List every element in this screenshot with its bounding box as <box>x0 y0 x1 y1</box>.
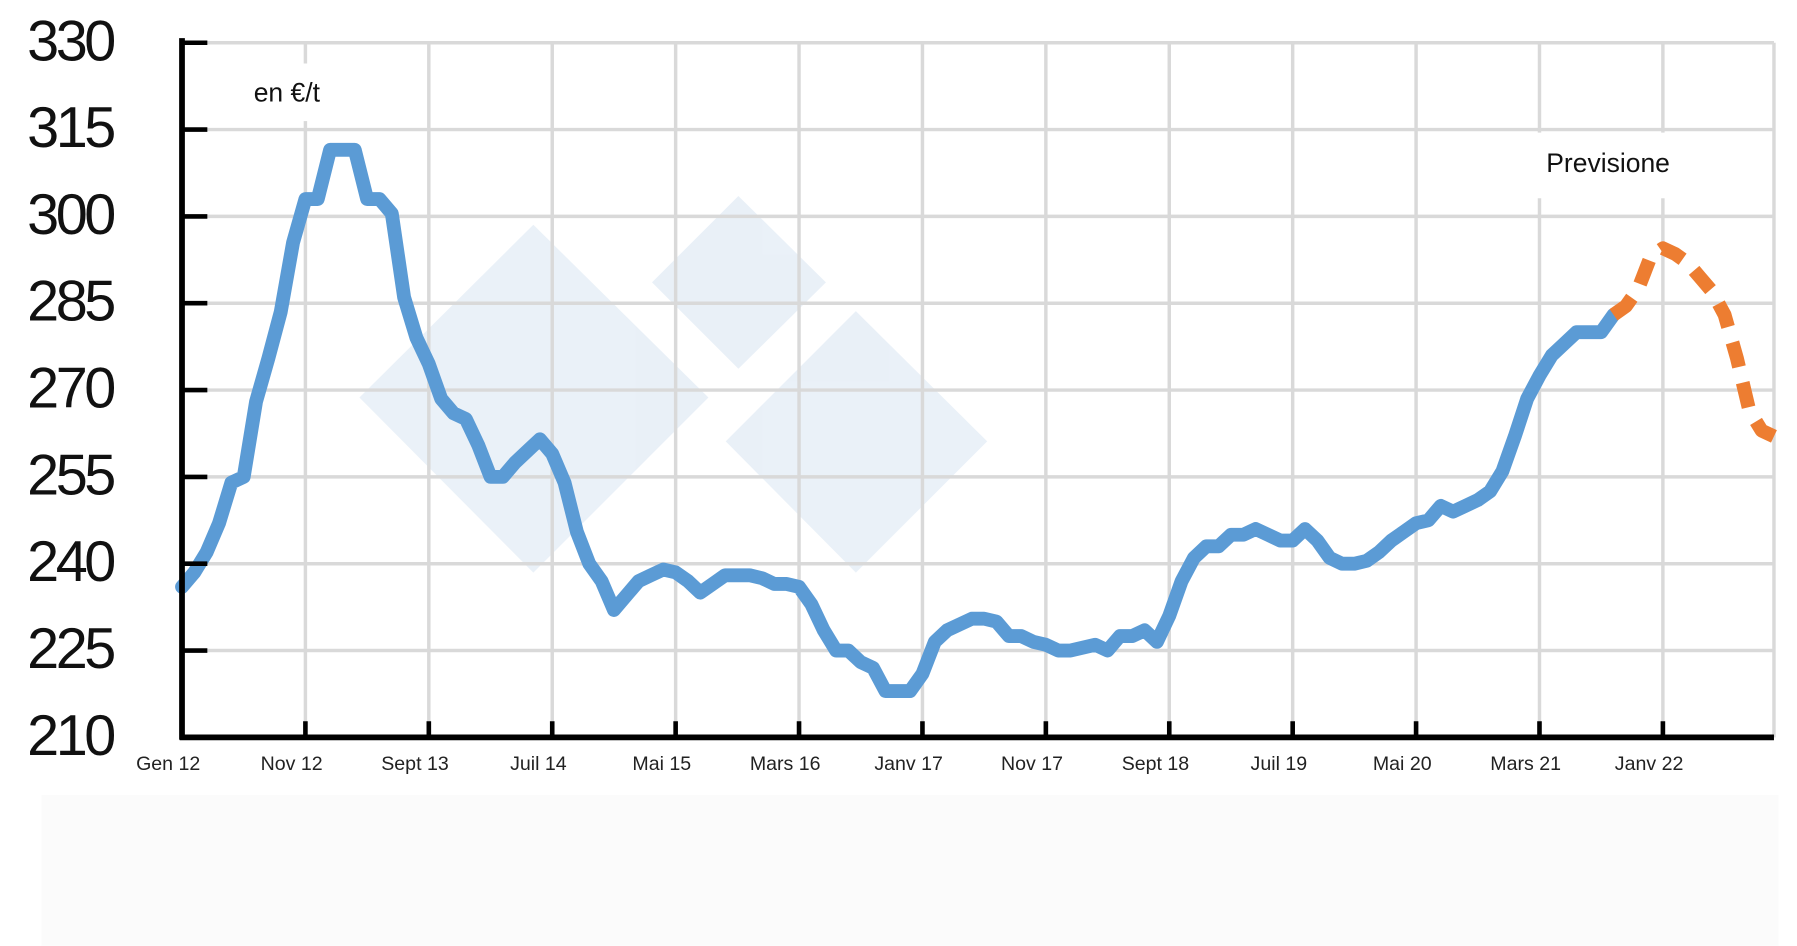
annotation-box <box>207 63 363 122</box>
x-tick-label: Nov 12 <box>261 753 323 775</box>
x-tick-label: Janv 17 <box>874 753 943 775</box>
y-tick-label: 315 <box>27 96 114 160</box>
y-tick-label: 270 <box>27 357 114 421</box>
x-tick-label: Janv 22 <box>1615 753 1684 775</box>
line-series <box>1609 241 1777 443</box>
y-tick-label: 240 <box>27 530 114 594</box>
watermark-diamond <box>651 195 826 369</box>
x-tick-label: Sept 13 <box>381 753 449 775</box>
y-tick-label: 285 <box>27 270 114 334</box>
unit-annotation: en €/t <box>254 78 321 108</box>
x-tick-label: Gen 12 <box>136 753 200 775</box>
x-tick-label: Nov 17 <box>1001 753 1063 775</box>
x-tick-label: Juil 19 <box>1251 753 1308 775</box>
x-tick-label: Mai 20 <box>1373 753 1432 775</box>
x-tick-label: Mars 16 <box>750 753 821 775</box>
x-tick-label: Sept 18 <box>1122 753 1190 775</box>
line-series <box>175 142 1621 698</box>
plot <box>175 142 1777 698</box>
watermark-diamond <box>359 224 709 573</box>
axes: 210 225 240 255 270 285 300 315 330 Gen 12 Nov 12 S… <box>27 9 1774 775</box>
footer-area <box>41 794 1779 946</box>
forecast-annotation: Previsione <box>1546 148 1670 178</box>
y-tick-label: 225 <box>27 617 114 681</box>
grid <box>182 41 1776 740</box>
y-tick-label: 300 <box>27 183 114 247</box>
annotation-box <box>1497 132 1769 199</box>
x-tick-label: Mai 15 <box>632 753 691 775</box>
y-tick-label: 210 <box>27 704 114 768</box>
y-tick-label: 330 <box>27 9 114 73</box>
x-tick-label: Juil 14 <box>510 753 567 775</box>
x-tick-label: Mars 21 <box>1490 753 1561 775</box>
y-tick-label: 255 <box>27 443 114 507</box>
